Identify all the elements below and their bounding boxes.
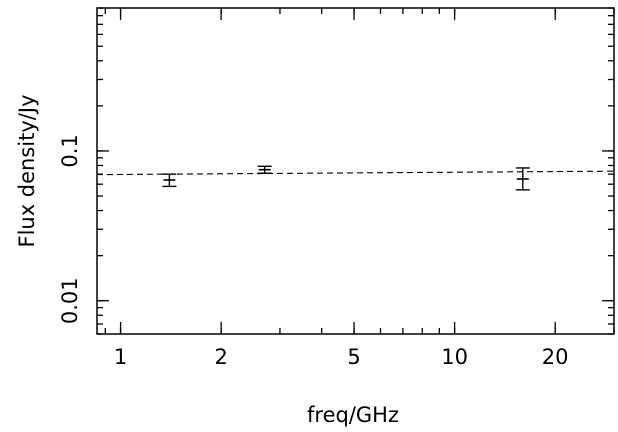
data-point xyxy=(257,165,272,174)
x-axis-label: freq/GHz xyxy=(307,403,399,427)
x-tick-label: 20 xyxy=(542,345,569,369)
y-tick-label: 0.1 xyxy=(58,134,82,167)
y-axis-label: Flux density/Jy xyxy=(15,94,39,247)
tick-labels: 1 2 5 10 20 0.01 0.1 xyxy=(58,134,569,369)
data-points xyxy=(162,165,530,191)
x-tick-label: 2 xyxy=(214,345,227,369)
plot-frame xyxy=(96,7,615,335)
data-point xyxy=(162,173,177,188)
minor-ticks xyxy=(97,7,615,335)
x-tick-label: 10 xyxy=(441,345,468,369)
x-tick-label: 5 xyxy=(347,345,360,369)
y-tick-label: 0.01 xyxy=(58,277,82,324)
data-point xyxy=(515,167,530,191)
fit-line xyxy=(96,170,615,176)
x-tick-label: 1 xyxy=(114,345,127,369)
major-ticks xyxy=(97,8,614,334)
